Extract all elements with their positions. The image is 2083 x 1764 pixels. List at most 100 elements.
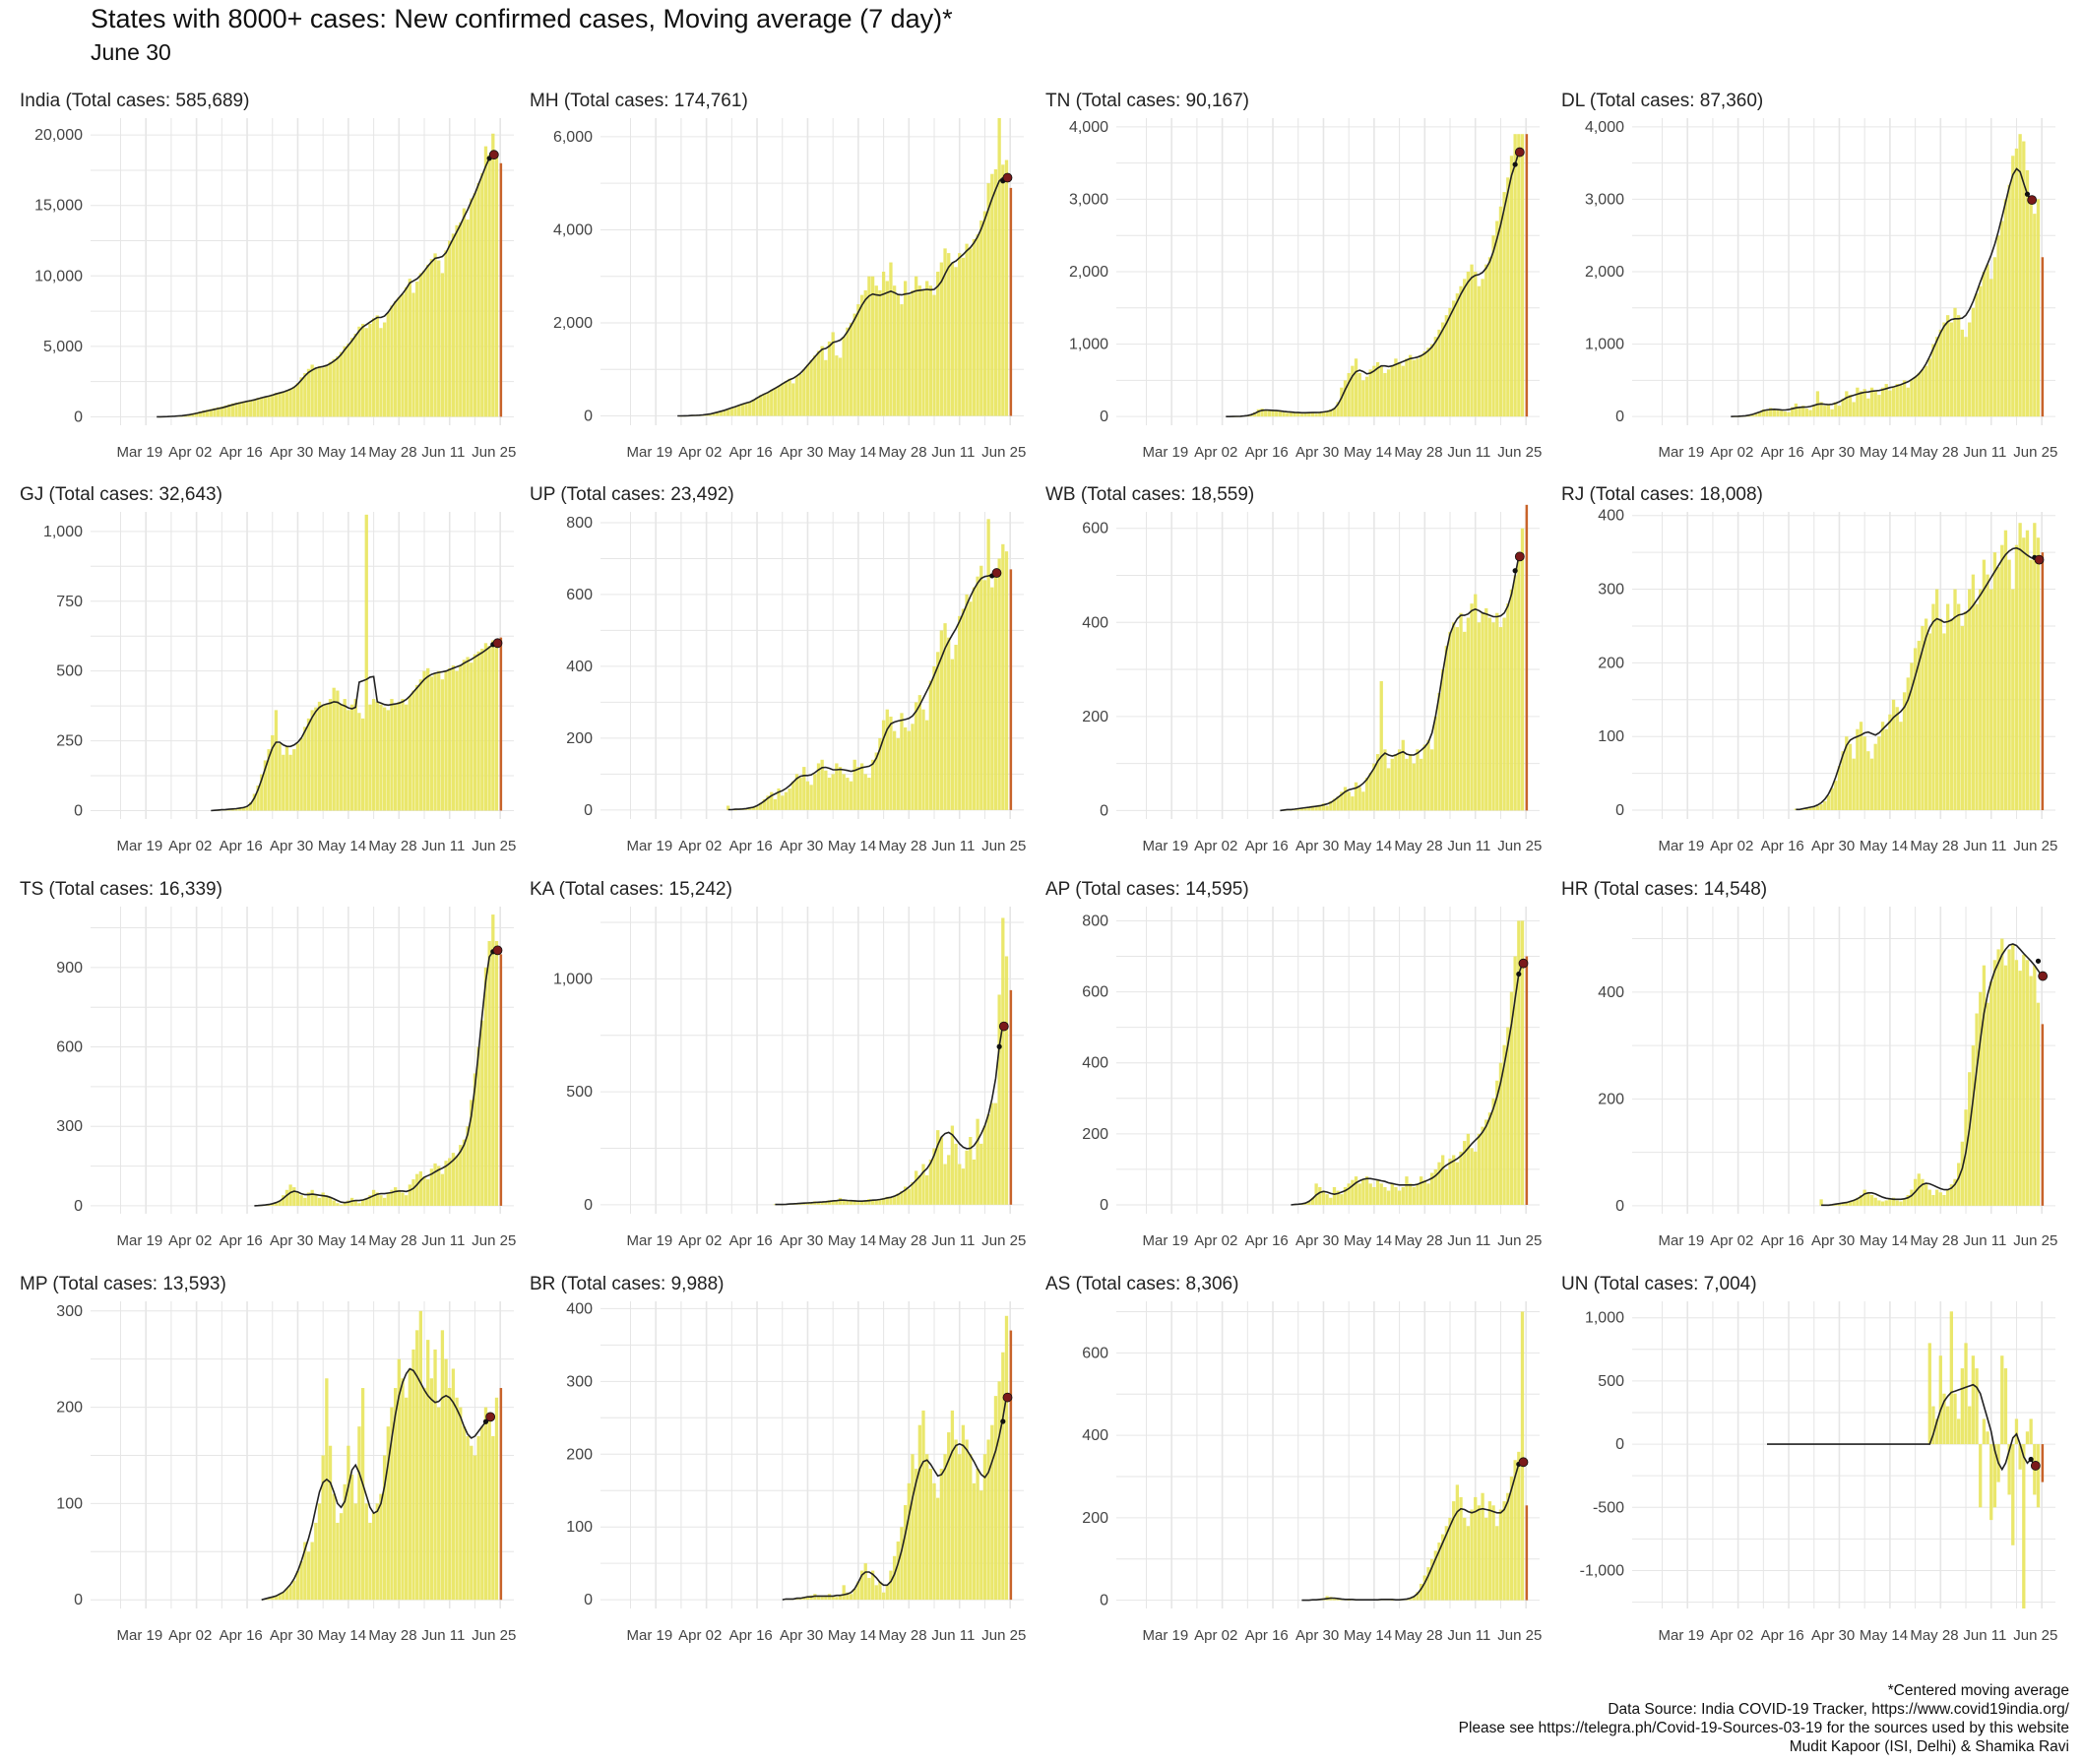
bar	[1841, 1203, 1845, 1206]
bar	[1386, 1190, 1391, 1205]
bar	[1459, 1496, 1463, 1601]
x-tick-label: Apr 02	[678, 444, 722, 461]
y-tick-label: 0	[1100, 1197, 1108, 1214]
bar	[824, 1595, 828, 1601]
bar	[1001, 1352, 1005, 1601]
bar	[1960, 1368, 1965, 1445]
bar	[1433, 716, 1437, 811]
bar	[1989, 279, 1993, 417]
bar	[1927, 633, 1931, 811]
bar	[802, 767, 806, 810]
bar	[740, 404, 745, 416]
bar	[1520, 920, 1525, 1205]
bar	[979, 1490, 983, 1601]
bar	[1787, 411, 1791, 417]
bar	[1996, 567, 2000, 811]
bar	[2029, 559, 2033, 811]
x-tick-label: May 28	[1394, 1627, 1442, 1644]
bar	[440, 1330, 445, 1601]
x-tick-label: Jun 11	[1963, 838, 2006, 854]
bar	[1293, 411, 1296, 417]
bar	[824, 1201, 828, 1205]
bar	[1487, 617, 1492, 811]
x-tick-label: Apr 02	[678, 1627, 722, 1644]
x-tick-label: Apr 30	[270, 838, 313, 854]
x-tick-label: Jun 25	[1497, 1232, 1542, 1249]
bar	[791, 781, 795, 810]
bar	[1953, 1393, 1957, 1445]
bar	[943, 1164, 947, 1205]
bar	[965, 594, 969, 810]
bar	[1299, 808, 1304, 811]
bar	[1336, 1598, 1340, 1601]
x-tick-label: Mar 19	[626, 1232, 672, 1249]
bar	[1509, 156, 1514, 417]
panel-up: UP (Total cases: 23,492) 0 200 400 600 800 Mar…	[520, 484, 1040, 878]
bar	[1375, 754, 1380, 811]
bar	[805, 1202, 810, 1205]
bar	[1513, 575, 1517, 811]
bar	[375, 315, 379, 417]
bar	[303, 373, 307, 417]
x-tick-label: May 28	[878, 1627, 926, 1644]
bar	[1862, 736, 1866, 811]
bar	[762, 798, 767, 810]
bar	[1481, 279, 1484, 417]
bar	[915, 702, 918, 810]
panel-title: UN (Total cases: 7,004)	[1561, 1274, 1757, 1294]
bar	[1310, 412, 1315, 417]
bar	[278, 743, 282, 811]
bar	[336, 690, 340, 811]
bar	[459, 1407, 463, 1601]
bar	[881, 272, 886, 416]
bar	[1474, 1151, 1478, 1205]
bar	[726, 805, 730, 810]
bar	[1949, 618, 1953, 811]
bar	[986, 1439, 990, 1601]
y-tick-label: 0	[74, 802, 83, 819]
bar	[470, 198, 473, 417]
bar	[1971, 1355, 1976, 1445]
bar	[466, 1126, 470, 1206]
panel-title: MP (Total cases: 13,593)	[20, 1274, 226, 1294]
y-tick-label: 0	[1100, 409, 1108, 425]
panel-title: AS (Total cases: 8,306)	[1045, 1274, 1239, 1294]
bar	[487, 646, 491, 811]
bar	[459, 665, 463, 811]
bar	[1960, 329, 1965, 417]
panel-india: India (Total cases: 585,689) 0 5,000 10,000…	[10, 91, 530, 484]
bar	[1397, 1190, 1402, 1205]
gridlines	[1116, 907, 1540, 1214]
bar	[1819, 804, 1823, 811]
bar	[1495, 1526, 1499, 1601]
bar	[306, 368, 311, 417]
bar	[1513, 1460, 1517, 1601]
bar	[969, 601, 973, 810]
bar	[881, 1592, 886, 1601]
bar	[1004, 1315, 1009, 1601]
bar	[411, 690, 415, 811]
bar	[856, 767, 860, 810]
y-tick-label: 0	[1100, 802, 1108, 819]
bar	[230, 403, 235, 417]
bar	[859, 1201, 864, 1205]
bar	[299, 737, 303, 811]
bar	[798, 374, 802, 416]
bar	[1804, 409, 1809, 417]
footer: *Centered moving average Data Source: In…	[1459, 1681, 2069, 1756]
bar	[382, 1197, 387, 1206]
ma-marker	[1000, 1418, 1006, 1424]
bar	[1798, 408, 1801, 417]
bar	[1968, 1072, 1972, 1206]
bar	[364, 328, 368, 417]
bar	[1433, 1168, 1437, 1205]
bar	[979, 565, 983, 810]
bar	[1314, 413, 1318, 417]
bar	[466, 220, 470, 417]
bar	[1351, 1179, 1355, 1205]
bar	[230, 808, 235, 811]
bar	[986, 1114, 990, 1205]
bar	[719, 410, 723, 416]
bar	[831, 332, 835, 416]
bar	[766, 795, 770, 810]
